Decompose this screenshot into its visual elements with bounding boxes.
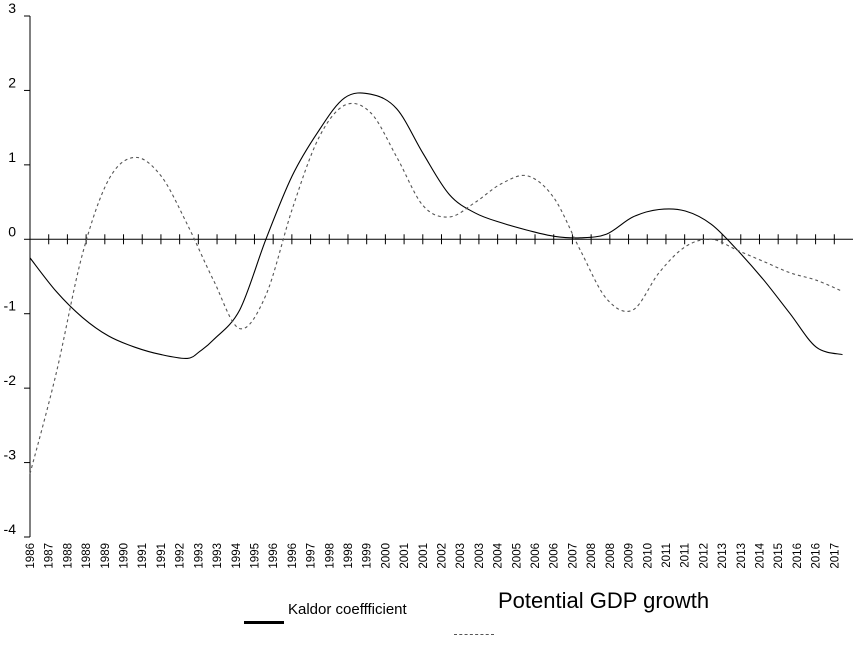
x-tick-label: 2015 xyxy=(773,543,785,569)
x-tick-label: 1988 xyxy=(62,543,74,569)
legend-swatch-solid xyxy=(244,621,284,624)
x-tick-label: 1996 xyxy=(268,543,280,569)
legend-swatch-dashed xyxy=(454,634,494,635)
x-tick-label: 2004 xyxy=(493,542,505,568)
x-tick-label: 2008 xyxy=(586,543,598,569)
x-tick-label: 2003 xyxy=(474,543,486,569)
x-tick-label: 1994 xyxy=(231,542,243,568)
y-tick-label: -3 xyxy=(4,447,17,463)
x-tick-label: 2001 xyxy=(399,543,411,569)
x-tick-label: 1998 xyxy=(324,543,336,569)
x-tick-label: 1986 xyxy=(25,543,37,569)
legend-label-kaldor: Kaldor coeffficient xyxy=(288,601,407,618)
y-tick-label: 2 xyxy=(8,74,16,90)
x-tick-label: 2011 xyxy=(661,543,673,568)
x-tick-label: 2001 xyxy=(418,543,430,569)
y-tick-label: -1 xyxy=(4,298,17,314)
y-tick-label: 3 xyxy=(8,0,16,16)
x-tick-label: 1997 xyxy=(306,543,318,569)
x-tick-label: 2013 xyxy=(717,543,729,569)
x-tick-label: 2011 xyxy=(680,543,692,568)
y-tick-label: -2 xyxy=(4,372,17,388)
x-tick-label: 1990 xyxy=(119,543,131,569)
axes xyxy=(29,16,853,537)
x-tick-label: 1991 xyxy=(156,543,168,569)
x-tick-label: 2005 xyxy=(511,543,523,569)
y-tick-label: -4 xyxy=(4,521,17,537)
x-tick-label: 2006 xyxy=(530,543,542,569)
x-tick-label: 1987 xyxy=(44,543,56,569)
series-line-gdp xyxy=(29,102,843,474)
x-tick-label: 1992 xyxy=(175,543,187,569)
x-tick-label: 2002 xyxy=(437,543,449,569)
x-tick-label: 1996 xyxy=(287,543,299,569)
x-tick-label: 1988 xyxy=(81,543,93,569)
x-tick-label: 2016 xyxy=(811,543,823,569)
x-tick-label: 1991 xyxy=(137,543,149,569)
x-tick-label: 2013 xyxy=(736,543,748,569)
legend-label-gdp: Potential GDP growth xyxy=(498,588,710,613)
x-tick-label: 2009 xyxy=(624,543,636,569)
x-tick-label: 1989 xyxy=(100,543,112,569)
x-tick-label: 1993 xyxy=(193,543,205,569)
x-tick-label: 2017 xyxy=(829,543,841,569)
y-tick-label: 1 xyxy=(8,149,16,165)
x-tick-label: 2007 xyxy=(567,543,579,569)
x-tick-label: 1998 xyxy=(343,543,355,569)
x-tick-label: 2000 xyxy=(380,543,392,569)
x-tick-label: 2006 xyxy=(549,543,561,569)
x-tick-label: 1995 xyxy=(249,543,261,569)
x-tick-label: 2003 xyxy=(455,543,467,569)
series-lines xyxy=(29,92,843,474)
x-tick-label: 2016 xyxy=(792,543,804,569)
x-axis-ticks: 1986 1987 1988 1988 1989 1990 1991 1991 1992 1993… xyxy=(25,234,841,569)
y-axis-ticks: -4 -3 -2 -1 0 1 2 3 xyxy=(4,0,30,538)
x-tick-label: 2008 xyxy=(605,543,617,569)
series-line-kaldor xyxy=(29,92,843,360)
x-tick-label: 2010 xyxy=(642,543,654,569)
x-tick-label: 1993 xyxy=(212,543,224,569)
x-tick-label: 2014 xyxy=(754,542,766,568)
y-tick-label: 0 xyxy=(8,223,16,239)
x-tick-label: 2012 xyxy=(698,543,710,569)
x-tick-label: 1999 xyxy=(362,543,374,569)
